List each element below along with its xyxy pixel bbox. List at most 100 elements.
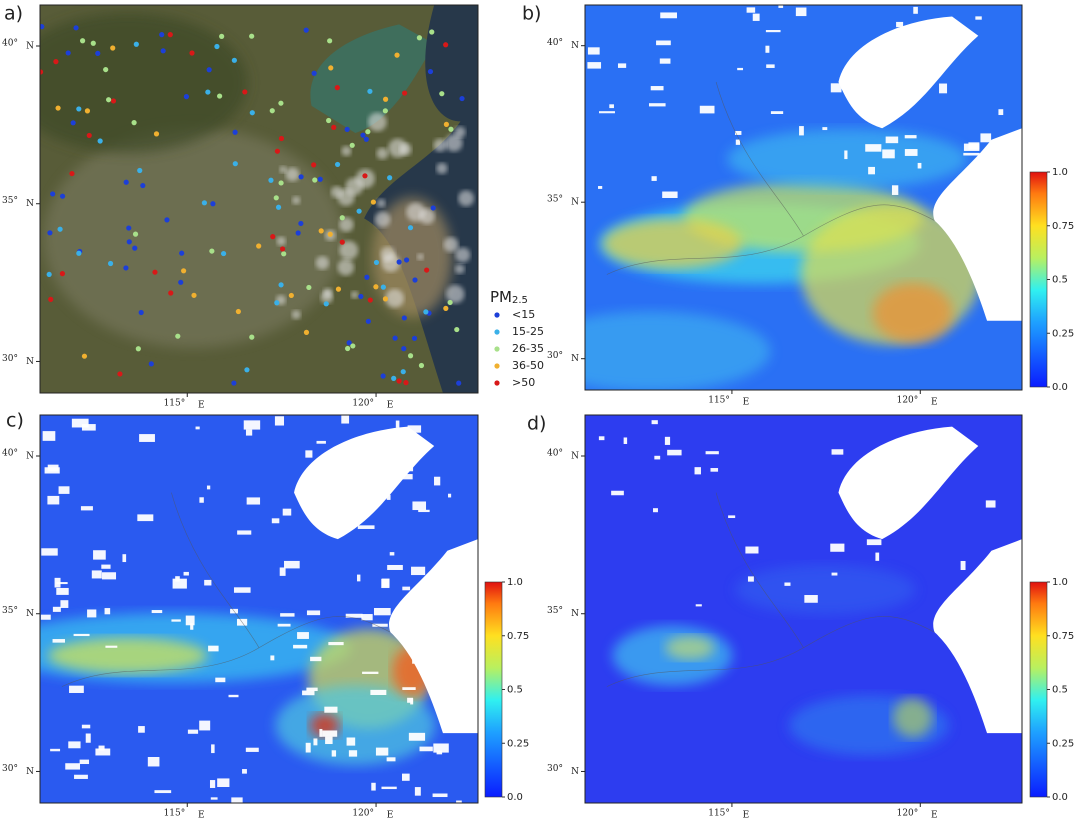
station-dot	[443, 305, 449, 311]
station-dot	[219, 33, 225, 39]
station-dot	[396, 378, 402, 384]
cloud	[445, 134, 463, 152]
station-dot	[303, 329, 310, 335]
lon-hemisphere: E	[198, 401, 205, 411]
station-dot	[360, 132, 366, 138]
legend-swatch	[494, 380, 500, 386]
cloud-mask	[206, 485, 211, 490]
cloud-mask	[611, 490, 624, 496]
cloud-mask	[357, 525, 375, 529]
cloud-mask	[660, 12, 678, 19]
lon-tick-label: 115°	[164, 809, 186, 819]
station-dot	[318, 228, 324, 234]
aod-field	[585, 311, 771, 390]
colorbar-tick-label: 0.0	[1052, 792, 1068, 803]
station-dot	[90, 40, 96, 46]
aod-field	[602, 218, 743, 269]
colorbar-tick-label: 0.5	[507, 685, 523, 696]
cloud-mask	[171, 619, 181, 622]
station-dot	[209, 248, 215, 254]
station-dot	[323, 301, 329, 307]
cloud-mask	[154, 790, 172, 794]
cloud-mask	[56, 587, 69, 595]
station-dot	[346, 340, 352, 346]
lat-hemisphere: N	[571, 767, 579, 777]
cloud-mask	[983, 601, 999, 609]
cloud-mask	[662, 191, 678, 198]
aod-field	[735, 564, 916, 615]
station-dot	[76, 250, 82, 256]
cloud	[337, 259, 355, 276]
sea-mask	[933, 539, 1022, 734]
station-dot	[131, 120, 137, 126]
station-dot	[412, 277, 418, 283]
lat-tick-label: 35°	[547, 606, 563, 616]
cloud-mask	[187, 729, 199, 734]
station-dot	[394, 52, 400, 58]
station-dot	[231, 380, 237, 386]
cloud	[374, 211, 391, 228]
cloud-mask	[968, 142, 980, 150]
cloud-mask	[341, 415, 350, 424]
lon-hemisphere: E	[931, 811, 938, 821]
cloud-mask	[357, 574, 361, 582]
lon-tick-label: 115°	[708, 809, 730, 819]
panel: c) 40° N 35° N 30° N 115° E 120° E 1.0 0.75 0.5 0.25 0.…	[2, 410, 529, 821]
cloud-mask	[865, 144, 882, 152]
lat-hemisphere: N	[571, 198, 579, 208]
station-dot	[350, 343, 356, 349]
cloud-mask	[831, 449, 844, 455]
cloud-mask	[412, 501, 427, 511]
cloud	[436, 162, 448, 174]
lat-hemisphere: N	[571, 41, 579, 51]
cloud-mask	[69, 685, 84, 693]
bohai-mask	[294, 426, 435, 540]
station-dot	[53, 59, 59, 65]
station-dot	[317, 176, 323, 182]
station-dot	[107, 260, 114, 267]
cloud-mask	[747, 576, 754, 582]
cloud-mask	[412, 656, 419, 664]
station-dot	[401, 315, 407, 321]
bohai-sea	[310, 24, 435, 134]
station-dot	[281, 251, 287, 257]
cloud-mask	[650, 86, 664, 91]
cloud-mask	[331, 750, 337, 757]
mountains	[40, 12, 248, 153]
cloud-mask	[371, 782, 376, 791]
cloud-mask	[190, 623, 194, 630]
map	[585, 415, 1022, 803]
cloud-mask	[402, 586, 411, 591]
lat-tick-label: 35°	[2, 196, 18, 206]
station-dot	[349, 142, 355, 148]
station-dot	[159, 32, 165, 38]
cloud-mask	[414, 787, 421, 796]
map	[40, 415, 478, 803]
cloud-mask	[334, 504, 338, 514]
station-dot	[242, 89, 248, 95]
cloud-mask	[432, 793, 448, 798]
cloud-mask	[47, 495, 60, 505]
cloud-mask	[667, 449, 682, 456]
aod-field	[872, 283, 953, 343]
lon-hemisphere: E	[931, 398, 938, 408]
frame	[39, 414, 479, 804]
station-dot	[270, 234, 276, 240]
cloud-mask	[766, 64, 775, 68]
cloud-mask	[277, 623, 291, 627]
lat-tick-label: 30°	[547, 764, 563, 774]
station-dot	[367, 297, 373, 303]
cloud-mask	[874, 86, 884, 96]
station-dot	[363, 136, 369, 142]
station-dot	[380, 373, 386, 379]
cloud	[367, 112, 387, 132]
cloud-mask	[322, 730, 338, 737]
station-dot	[443, 121, 450, 127]
colorbar-tick-label: 0.25	[1052, 738, 1074, 749]
station-dot	[439, 91, 445, 97]
station-dot	[382, 296, 389, 302]
station-dot	[339, 215, 345, 221]
cloud-mask	[799, 126, 804, 136]
aod-field	[664, 635, 715, 660]
